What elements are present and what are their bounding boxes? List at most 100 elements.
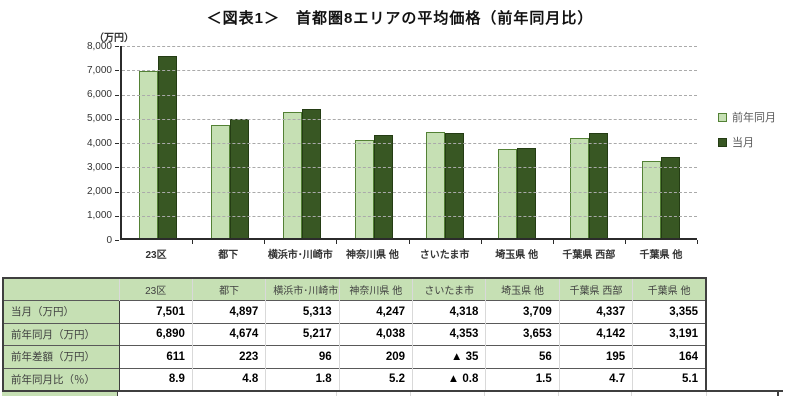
table-cell-value: 56 <box>485 345 560 368</box>
x-category-label: 千葉県 他 <box>639 250 683 261</box>
table-cell-value: 1.8 <box>265 367 340 391</box>
table-cell-value: 4,142 <box>558 322 633 346</box>
table-cell-value: 4,897 <box>191 300 266 323</box>
table-cell-value: 3,653 <box>485 322 560 346</box>
y-tick-label: 4,000 <box>86 137 112 149</box>
table-cell-value: 8.9 <box>118 367 193 391</box>
table-cell-value: 3,191 <box>632 322 706 346</box>
x-category-label: 千葉県 西部 <box>562 250 616 261</box>
y-tick-mark <box>115 167 119 169</box>
chart-legend: 前年同月 当月 <box>718 109 776 159</box>
table-cell-value: 3,355 <box>632 300 706 323</box>
table-cell-value: 5.2 <box>338 367 413 391</box>
bar-group <box>338 46 410 238</box>
y-tick-label: 1,000 <box>86 210 112 222</box>
y-tick-mark <box>115 191 119 193</box>
bar-chart-plot-area <box>120 46 697 240</box>
bar-group <box>266 46 338 238</box>
y-tick-mark <box>115 240 119 241</box>
table-header-row: 23区 都下 横浜市･川崎市 神奈川県 他さいたま市 埼玉県 他千葉県 西部 千葉県 他 <box>3 277 706 301</box>
table-cell-value: 4,337 <box>558 300 633 323</box>
bar-当月 <box>229 119 249 238</box>
y-tick-mark <box>115 70 119 72</box>
legend-item: 当月 <box>718 134 776 150</box>
table-cell-value: 4,353 <box>411 322 486 346</box>
table-cell-value: 7,501 <box>118 300 193 323</box>
table-row-label: 前年同月比（％） <box>3 367 120 391</box>
table-cell-value: 4.8 <box>191 367 266 391</box>
y-tick-label: 6,000 <box>86 89 112 100</box>
gridline <box>122 46 697 47</box>
bar-前年同月 <box>498 149 518 238</box>
bar-前年同月 <box>354 140 374 238</box>
y-tick-label: 2,000 <box>86 186 112 197</box>
x-tick-mark <box>624 240 626 244</box>
y-tick-label: 3,000 <box>86 161 112 173</box>
bar-group <box>553 46 625 238</box>
y-axis-unit-label: （万円） <box>94 33 134 44</box>
x-tick-mark <box>336 240 338 244</box>
x-tick-mark <box>552 240 554 244</box>
bar-当月 <box>661 156 681 238</box>
bar-前年同月 <box>138 70 158 238</box>
table-cell-value: 4,038 <box>338 322 413 346</box>
bar-group <box>122 46 194 238</box>
table-cell-value: ▲ 35 <box>411 345 486 368</box>
bar-group <box>481 46 553 238</box>
table-row-label: 当月（万円） <box>3 300 120 323</box>
table-column-header: 千葉県 西部 <box>558 277 633 301</box>
table-cell-value: 6,890 <box>118 322 193 346</box>
bar-前年同月 <box>426 132 446 238</box>
bar-前年同月 <box>210 124 230 238</box>
y-tick-label: 0 <box>106 234 112 246</box>
table-row: 前年同月比（％） 8.9 4.8 1.8 5.2 ▲ 0.8 1.5 4.7 5.1 <box>3 367 706 391</box>
table-cell-value: 4,674 <box>191 322 266 346</box>
gridline <box>122 70 697 72</box>
table-column-header: 都下 <box>191 277 266 301</box>
table-column-header: 神奈川県 他 <box>338 277 413 301</box>
y-tick-mark <box>115 118 119 120</box>
bar-当月 <box>517 148 537 238</box>
bar-前年同月 <box>570 137 590 238</box>
table-cell-value: 3,709 <box>485 300 560 323</box>
bar-group <box>625 46 697 238</box>
x-tick-mark <box>264 240 266 244</box>
y-tick-mark <box>115 94 119 96</box>
table-cell-value: 1.5 <box>485 367 560 391</box>
table-cell-value: 5,217 <box>265 322 340 346</box>
bar-当月 <box>445 133 465 238</box>
table-cell-value: 96 <box>265 345 340 368</box>
table-column-header: さいたま市 <box>411 277 486 301</box>
gridline <box>122 118 697 120</box>
table-cell-value: 5,313 <box>265 300 340 323</box>
x-tick-mark <box>697 240 698 244</box>
gridline <box>122 143 697 144</box>
table-row: 当月（万円） 7,501 4,897 5,313 4,247 4,318 3,709 4,33… <box>3 300 706 323</box>
x-category-label: 都下 <box>218 250 239 261</box>
gridline <box>122 191 697 193</box>
legend-label: 当月 <box>732 137 754 149</box>
x-category-label: 神奈川県 他 <box>346 250 399 261</box>
table-cell-value: 611 <box>118 345 193 368</box>
y-tick-mark <box>115 143 119 144</box>
legend-label: 前年同月 <box>732 112 776 124</box>
x-axis-labels: 23区 都下 横浜市･川崎市 神奈川県 他 さいたま市 埼玉県 他 千葉県 西部 千葉県 他 <box>120 246 697 261</box>
legend-swatch-icon <box>718 137 727 147</box>
bar-当月 <box>373 135 393 238</box>
figure-title: ＜図表1＞ 首都圏8エリアの平均価格（前年同月比） <box>206 10 594 27</box>
y-tick-mark <box>115 215 119 217</box>
table-cell-value: 223 <box>191 345 266 368</box>
y-tick-label: 5,000 <box>86 113 112 125</box>
table-row: 前年差額（万円） 611 223 96 209 ▲ 35 56 195 164 <box>3 345 706 368</box>
table-cell-value: 4,247 <box>338 300 413 323</box>
table-column-header: 埼玉県 他 <box>485 277 560 301</box>
table-corner-cell <box>3 277 119 301</box>
table-row-label: 前年差額（万円） <box>3 345 120 368</box>
table-cell-value: 4.7 <box>558 367 633 391</box>
next-table-cropped-sliver <box>2 390 783 403</box>
bar-前年同月 <box>642 160 662 238</box>
bar-group <box>194 46 266 238</box>
table-column-header: 横浜市･川崎市 <box>265 277 340 301</box>
x-category-label: 横浜市･川崎市 <box>267 250 333 261</box>
